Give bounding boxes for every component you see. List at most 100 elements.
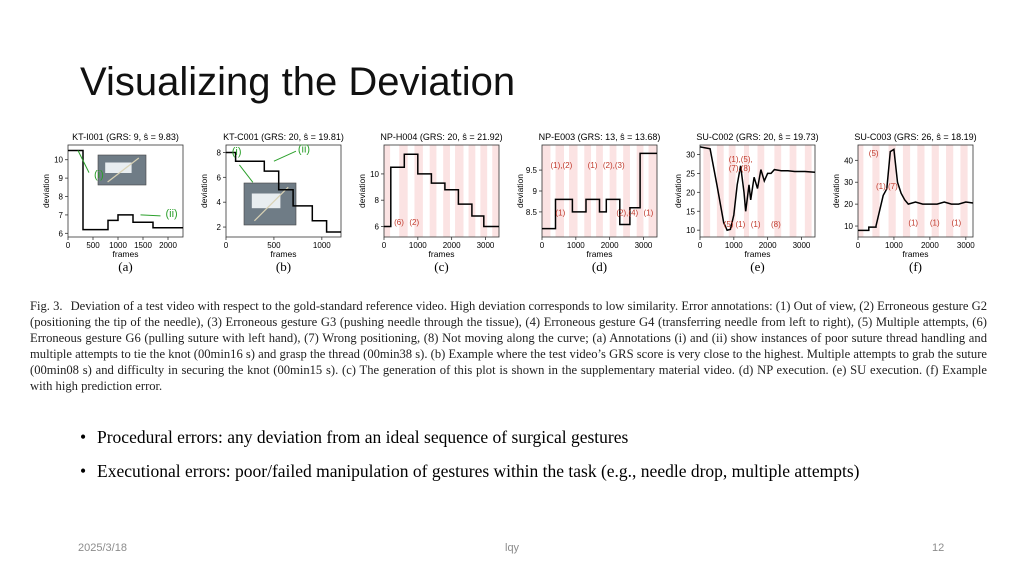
- error-band: [584, 145, 592, 237]
- error-band: [443, 145, 450, 237]
- error-band: [728, 145, 736, 237]
- panel-letter: (c): [434, 259, 448, 274]
- x-tick-label: 0: [224, 241, 229, 250]
- error-annotation: (1): [908, 219, 918, 228]
- error-band: [480, 145, 488, 237]
- error-band: [931, 145, 939, 237]
- annotation-arrow-icon: [239, 150, 297, 183]
- footer-page-number: 12: [932, 542, 945, 554]
- error-annotation: (1): [930, 219, 940, 228]
- error-band: [569, 145, 578, 237]
- x-tick-label: 500: [86, 241, 100, 250]
- plot-frame: [225, 144, 342, 238]
- error-annotation: (5): [724, 220, 734, 229]
- chart-panel-d: NP-E003 (GRS: 13, ŝ = 13.68) 0 1000 2000 300…: [504, 128, 664, 288]
- x-tick-label: 0: [540, 241, 545, 250]
- plot-frame: [383, 144, 500, 238]
- error-band: [804, 145, 812, 237]
- chart-title: KT-I001 (GRS: 9, ŝ = 9.83): [72, 132, 179, 142]
- error-annotation: (1): [951, 219, 961, 228]
- y-axis-label: deviation: [831, 174, 841, 208]
- deviation-line: [68, 149, 183, 231]
- bullet-item: • Executional errors: poor/failed manipul…: [80, 460, 960, 482]
- error-band: [492, 145, 499, 237]
- x-tick-label: 0: [698, 241, 703, 250]
- error-annotation: (i): [232, 146, 242, 158]
- error-band: [774, 145, 782, 237]
- error-band: [858, 145, 864, 237]
- panel-letter: (a): [118, 259, 132, 274]
- y-tick-label: 30: [844, 178, 853, 187]
- error-band: [429, 145, 437, 237]
- panel-letter: (d): [592, 259, 607, 274]
- y-tick-label: 6: [375, 222, 380, 231]
- y-tick-label: 40: [844, 156, 853, 165]
- x-tick-label: 500: [267, 241, 281, 250]
- x-tick-label: 0: [382, 241, 387, 250]
- error-annotation: (1): [643, 208, 653, 217]
- error-band: [888, 145, 896, 237]
- y-tick-label: 30: [686, 150, 695, 159]
- chart-panel-f: SU-C003 (GRS: 26, ŝ = 18.19) 0 1000 2000 300…: [820, 128, 980, 288]
- y-axis-label: deviation: [199, 174, 209, 208]
- x-tick-label: 1000: [409, 241, 427, 250]
- error-band: [399, 145, 408, 237]
- error-annotation: (1): [751, 220, 761, 229]
- chart-title: KT-C001 (GRS: 20, ŝ = 19.81): [223, 132, 344, 142]
- error-band: [555, 145, 564, 237]
- bullet-item: • Procedural errors: any deviation from a…: [80, 426, 960, 448]
- figure-caption: Fig. 3. Deviation of a test video with re…: [30, 298, 987, 394]
- chart-title: SU-C002 (GRS: 20, ŝ = 19.73): [696, 132, 818, 142]
- error-band: [872, 145, 880, 237]
- error-band: [384, 145, 391, 237]
- error-band: [789, 145, 797, 237]
- x-tick-label: 2000: [759, 241, 777, 250]
- figure-panels: KT-I001 (GRS: 9, ŝ = 9.83) 0 500 1000 1500 20…: [30, 128, 1010, 288]
- x-axis-label: frames: [113, 249, 139, 259]
- error-band: [946, 145, 954, 237]
- error-band: [468, 145, 476, 237]
- y-tick-label: 25: [686, 169, 695, 178]
- error-annotation: (1),(5),: [729, 155, 753, 164]
- y-tick-label: 8: [375, 196, 380, 205]
- bullet-dot-icon: •: [80, 461, 87, 481]
- y-axis-label: deviation: [41, 174, 51, 208]
- error-band: [623, 145, 630, 237]
- x-tick-label: 3000: [477, 241, 495, 250]
- x-tick-label: 2000: [443, 241, 461, 250]
- y-tick-label: 8: [217, 148, 222, 157]
- chart-panel-b: KT-C001 (GRS: 20, ŝ = 19.81) 0 500 1000 2 4 6 8…: [188, 128, 348, 288]
- video-frame-inset-icon: [97, 154, 147, 186]
- x-tick-label: 1000: [567, 241, 585, 250]
- y-tick-label: 8: [59, 193, 64, 202]
- chart-panel-e: SU-C002 (GRS: 20, ŝ = 19.73) 0 1000 2000 300…: [662, 128, 822, 288]
- y-axis-label: deviation: [515, 174, 525, 208]
- panel-letter: (e): [750, 259, 764, 274]
- y-axis-label: deviation: [357, 174, 367, 208]
- plot-frame: [857, 144, 974, 238]
- x-tick-label: 2000: [921, 241, 939, 250]
- y-tick-label: 20: [844, 200, 853, 209]
- error-band: [960, 145, 968, 237]
- deviation-line: [699, 146, 816, 232]
- error-annotation: (1),(2): [550, 161, 572, 170]
- x-tick-label: 1000: [313, 241, 331, 250]
- annotation-arrow-icon: [77, 150, 161, 217]
- x-tick-label: 1000: [885, 241, 903, 250]
- footer-author: lqy: [505, 542, 520, 554]
- x-tick-label: 0: [856, 241, 861, 250]
- y-tick-label: 9.5: [526, 166, 538, 175]
- error-band: [716, 145, 724, 237]
- error-annotation: (2),(4): [616, 208, 638, 217]
- error-annotation: (8): [771, 220, 781, 229]
- slide-title: Visualizing the Deviation: [80, 60, 516, 104]
- chart-svg-c: NP-H004 (GRS: 20, ŝ = 21.92) 0 1000 2000 300…: [357, 132, 503, 274]
- error-annotation: (1): [736, 220, 746, 229]
- x-axis-label: frames: [429, 249, 455, 259]
- error-band: [743, 145, 750, 237]
- error-annotation: (7),(8): [729, 164, 751, 173]
- chart-svg-d: NP-E003 (GRS: 13, ŝ = 13.68) 0 1000 2000 300…: [515, 132, 660, 274]
- x-tick-label: 3000: [957, 241, 975, 250]
- error-annotation: (1): [556, 208, 566, 217]
- deviation-line: [226, 151, 341, 233]
